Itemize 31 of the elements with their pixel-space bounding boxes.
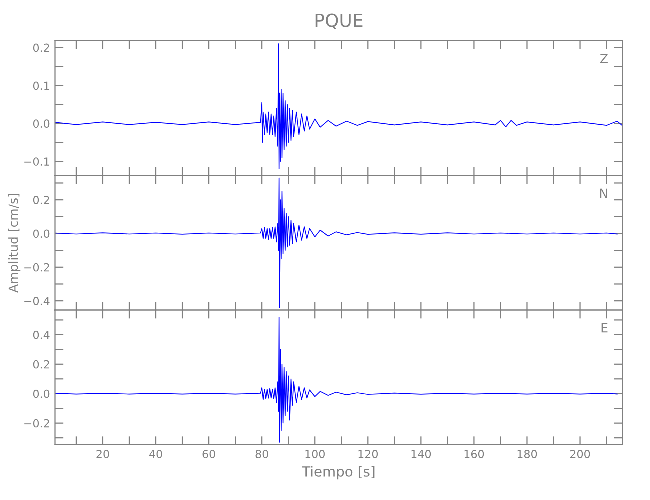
line-series <box>55 316 618 443</box>
line-series <box>55 44 623 170</box>
annotation: Z <box>600 54 608 64</box>
y-tick-label: −0.4 <box>24 297 50 306</box>
x-tick-label: 180 <box>518 450 538 458</box>
y-axis-title: Amplitud [cm/s] <box>8 194 21 293</box>
annotation: N <box>600 188 608 198</box>
x-tick-label: 60 <box>202 450 216 458</box>
y-tick-label: −0.2 <box>24 419 50 428</box>
x-tick-label: 100 <box>306 450 325 458</box>
x-tick-label: 20 <box>96 450 110 458</box>
y-tick-label: 0.2 <box>33 360 50 369</box>
annotation: E <box>602 324 608 333</box>
y-tick-label: −0.1 <box>24 158 50 166</box>
x-axis-title: Tiempo [s] <box>302 466 375 480</box>
chart-title: PQUE <box>316 14 363 30</box>
x-tick-label: 40 <box>149 450 162 458</box>
x-tick-label: 160 <box>464 450 484 458</box>
y-tick-label: 0.2 <box>33 44 50 52</box>
x-tick-label: 120 <box>358 450 378 458</box>
y-tick-label: 0.1 <box>33 82 50 90</box>
x-tick-label: 200 <box>570 450 590 458</box>
y-tick-label: 0.2 <box>33 196 50 204</box>
y-tick-label: 0.0 <box>33 120 50 128</box>
y-tick-label: 0.4 <box>33 330 50 340</box>
x-tick-label: 140 <box>412 450 432 458</box>
y-tick-label: 0.0 <box>33 390 50 398</box>
y-tick-label: −0.2 <box>24 263 50 272</box>
line-series <box>55 178 618 308</box>
x-tick-label: 80 <box>256 450 268 458</box>
y-tick-label: 0.0 <box>33 230 50 238</box>
